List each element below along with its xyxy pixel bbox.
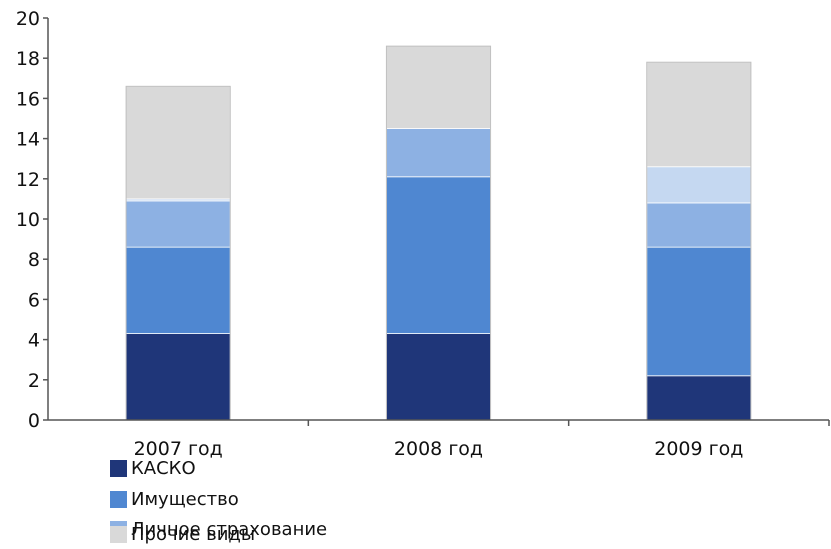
x-ticks-group: 2007 год 2008 год 2009 год xyxy=(134,420,830,460)
bar-segment-series-4 xyxy=(125,85,231,200)
bar-segment-series-4 xyxy=(386,45,491,129)
bar-segment-series-2 xyxy=(646,202,752,248)
y-tick-label: 2 xyxy=(28,370,40,392)
y-tick-label: 16 xyxy=(16,88,40,110)
bar-segment-series-1 xyxy=(386,176,491,334)
legend-swatch-other-types xyxy=(110,525,127,543)
bar-segment-series-4 xyxy=(646,61,752,168)
y-ticks-group: 0 2 4 6 8 10 12 14 16 18 20 xyxy=(16,8,48,432)
bar-segment-series-0 xyxy=(646,375,752,421)
bar-segment-series-2 xyxy=(386,128,491,178)
y-tick-label: 12 xyxy=(16,169,40,191)
bar-segment-series-1 xyxy=(646,246,752,377)
y-tick-label: 10 xyxy=(16,209,40,231)
y-tick-label: 4 xyxy=(28,330,40,352)
y-tick-label: 8 xyxy=(28,249,40,271)
legend-swatch-kasko xyxy=(110,459,127,477)
bar-segment-series-1 xyxy=(125,246,231,334)
legend-item-property: Имущество xyxy=(110,488,239,510)
legend-label-personal-insurance: Личное страхование xyxy=(131,518,328,540)
y-tick-label: 14 xyxy=(16,129,40,151)
y-tick-label: 6 xyxy=(28,289,40,311)
x-category-label: 2007 год xyxy=(134,438,223,460)
bar-segment-series-3 xyxy=(646,166,752,204)
x-category-label: 2009 год xyxy=(654,438,743,460)
bar-segment-series-0 xyxy=(125,333,231,421)
legend-label-kasko: КАСКО xyxy=(131,457,196,479)
legend-item-other-types: Прочие виды xyxy=(110,523,255,545)
bars-group xyxy=(125,45,752,421)
y-tick-label: 18 xyxy=(16,48,40,70)
x-category-label: 2008 год xyxy=(394,438,483,460)
legend-label-property: Имущество xyxy=(131,488,239,510)
legend: КАСКО Имущество Личное страхование Прочи… xyxy=(110,455,440,549)
bar-segment-series-2 xyxy=(125,200,231,248)
legend-label-other-types: Прочие виды xyxy=(131,523,256,545)
legend-swatch-property xyxy=(110,490,127,508)
legend-item-kasko: КАСКО xyxy=(110,457,196,479)
y-tick-label: 0 xyxy=(28,410,40,432)
y-tick-label: 20 xyxy=(16,8,40,30)
bar-segment-series-0 xyxy=(386,333,491,421)
